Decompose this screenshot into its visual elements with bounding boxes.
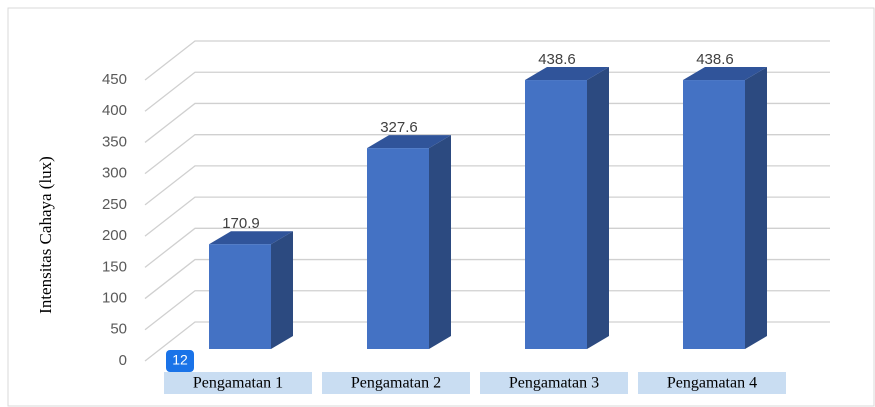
x-tick-label: Pengamatan 2	[351, 375, 441, 392]
y-tick-label: 450	[102, 71, 127, 88]
x-tick-label: Pengamatan 3	[509, 375, 599, 392]
bar-top	[683, 67, 767, 81]
bar-top	[525, 67, 609, 81]
bar	[209, 231, 293, 349]
badge: 12	[172, 352, 188, 368]
grid-line	[144, 258, 830, 300]
value-label: 327.6	[380, 119, 418, 136]
y-tick-label: 400	[102, 102, 127, 119]
bar	[683, 67, 767, 350]
value-label: 170.9	[222, 215, 260, 232]
y-tick-label: 100	[102, 290, 127, 307]
grid-line	[144, 227, 830, 268]
bar	[525, 67, 609, 350]
bar-front	[683, 80, 745, 350]
x-tick-label: Pengamatan 1	[193, 375, 283, 392]
bar-side	[429, 135, 451, 349]
bar-front	[367, 148, 429, 349]
y-tick-label: 250	[102, 196, 127, 213]
grid-line	[144, 40, 830, 81]
y-tick-label: 300	[102, 165, 127, 182]
y-tick-label: 50	[110, 321, 127, 338]
y-axis-title: Intensitas Cahaya (lux)	[36, 156, 55, 314]
x-label-highlight	[480, 372, 628, 394]
bar-front	[209, 244, 271, 349]
grid-line	[144, 165, 830, 206]
bar-side	[745, 67, 767, 350]
bar-top	[209, 231, 293, 245]
x-label-highlight	[638, 372, 786, 394]
bar-top	[367, 135, 451, 149]
grid-line	[144, 290, 830, 331]
badge-bg	[166, 350, 194, 372]
grid-line	[144, 71, 830, 112]
bar-side	[271, 231, 293, 349]
x-label-highlight	[322, 372, 470, 394]
x-label-highlight	[164, 372, 312, 394]
bar	[367, 135, 451, 349]
x-tick-label: Pengamatan 4	[667, 375, 757, 392]
y-tick-label: 150	[102, 258, 127, 275]
grid-line	[144, 134, 830, 175]
y-tick-label: 0	[119, 352, 127, 369]
grid-line	[144, 102, 830, 143]
y-tick-label: 350	[102, 133, 127, 150]
bar-side	[587, 67, 609, 350]
value-label: 438.6	[538, 51, 576, 68]
plot: 0 50 100 150 200 250 300 350 400 450 Pengamatan 1 1…	[102, 40, 830, 394]
bar-front	[525, 80, 587, 350]
grid-line	[144, 321, 830, 362]
value-label: 438.6	[696, 51, 734, 68]
grid-line	[144, 196, 830, 237]
y-tick-label: 200	[102, 227, 127, 244]
